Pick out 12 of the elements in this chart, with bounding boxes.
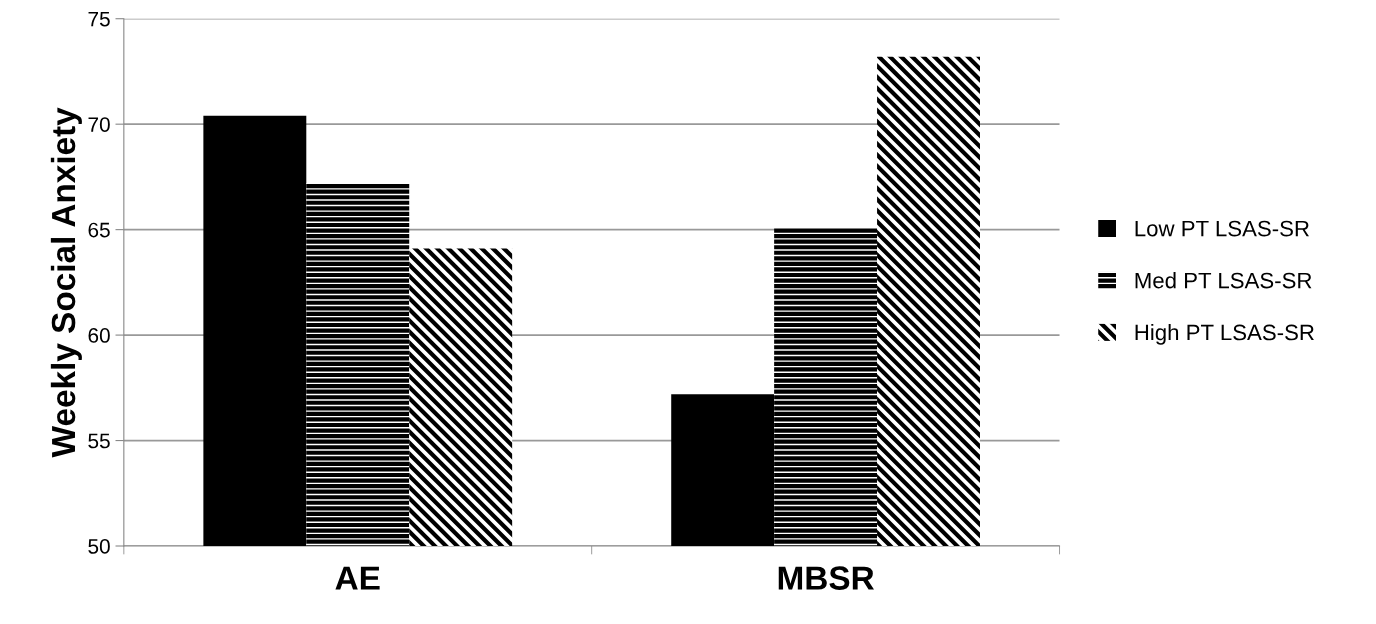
- y-tick-label: 75: [88, 11, 110, 27]
- x-tick-label: AE: [335, 566, 380, 590]
- legend-label: Med PT LSAS-SR: [1135, 272, 1312, 289]
- y-axis-title: Weekly Social Anxiety: [50, 107, 82, 458]
- y-tick-label: 65: [88, 222, 110, 238]
- legend-label: Low PT LSAS-SR: [1135, 220, 1309, 237]
- y-tick-label: 50: [88, 539, 110, 554]
- y-tick-label: 55: [88, 433, 110, 449]
- y-tick-label: 60: [88, 328, 110, 343]
- x-tick-label: MBSR: [778, 566, 874, 590]
- legend-label: High PT LSAS-SR: [1135, 324, 1314, 345]
- y-tick-label: 70: [88, 117, 110, 132]
